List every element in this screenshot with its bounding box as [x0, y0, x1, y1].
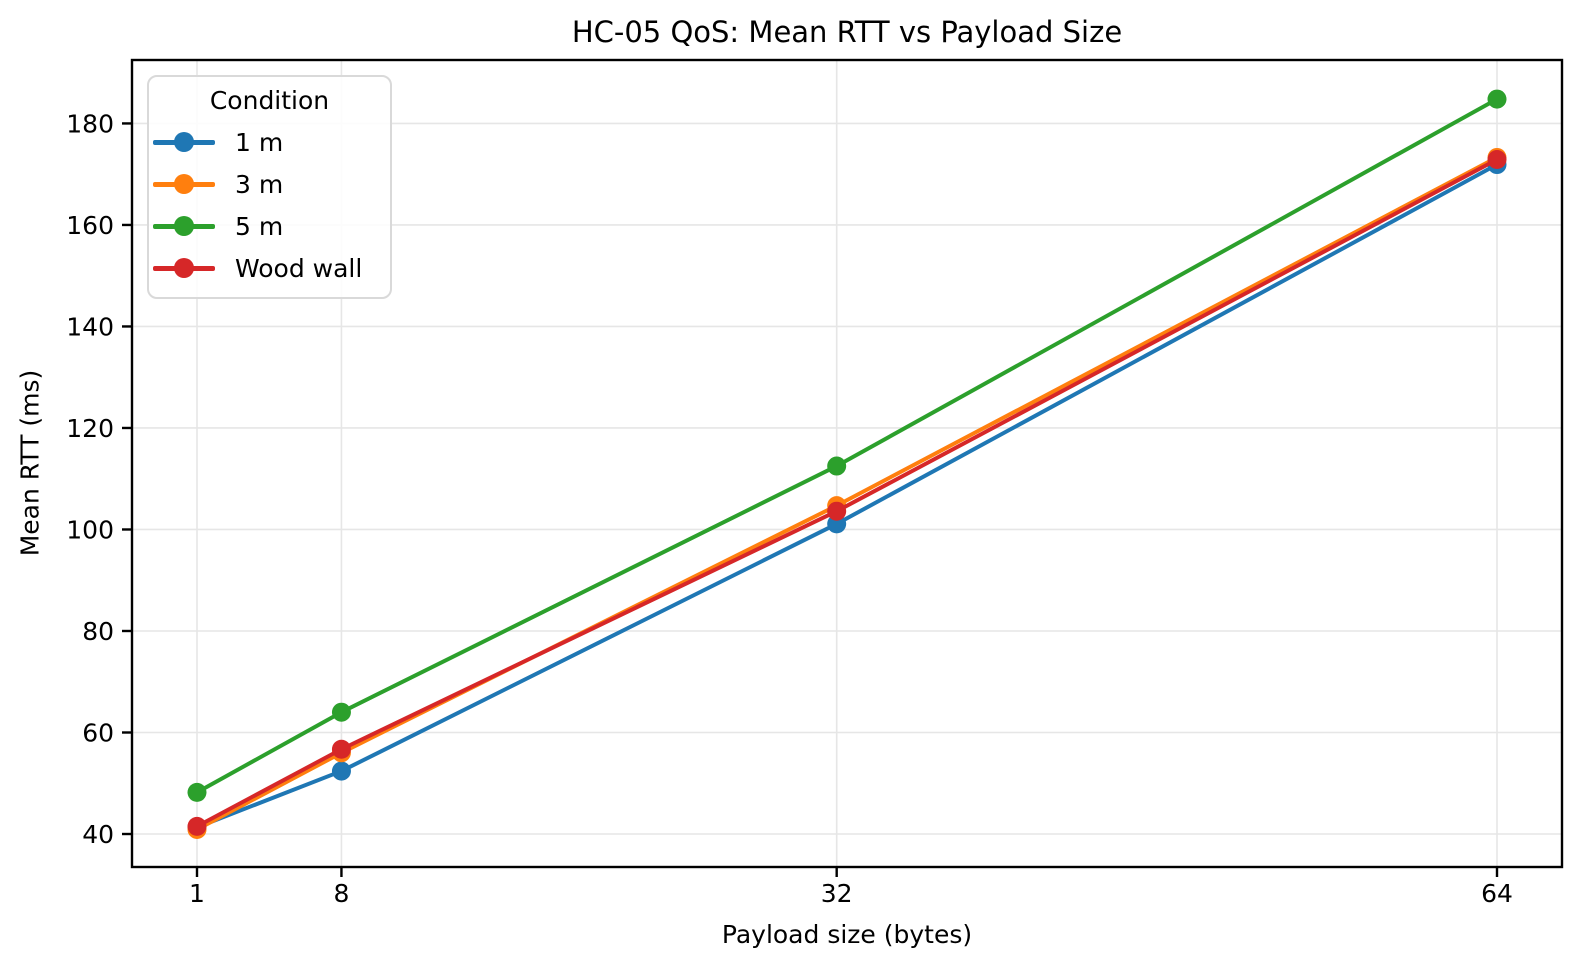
data-point-marker [187, 782, 207, 802]
y-tick-label: 180 [66, 109, 114, 138]
x-tick-label: 32 [821, 879, 853, 908]
data-point-marker [1487, 89, 1507, 109]
data-point-marker [331, 702, 351, 722]
legend-swatch [153, 174, 215, 194]
y-tick-label: 160 [66, 211, 114, 240]
legend-marker-icon [174, 258, 194, 278]
legend-entry-1-m: 1 m [149, 121, 390, 163]
legend-swatch [153, 132, 215, 152]
legend: Condition 1 m 3 m 5 m Wood wall [147, 75, 392, 299]
legend-entry-label: 3 m [235, 169, 284, 199]
x-tick-label: 64 [1481, 879, 1513, 908]
x-axis-label: Payload size (bytes) [721, 920, 973, 949]
gridlines [132, 60, 1562, 867]
legend-swatch [153, 216, 215, 236]
series-5-m [187, 89, 1507, 802]
y-tick-label: 140 [66, 312, 114, 341]
x-tick-label: 1 [189, 879, 205, 908]
axis-ticks: 1 8 32 64 40 60 80 100 120 140 160 180 [66, 109, 1513, 908]
legend-marker-icon [174, 216, 194, 236]
data-point-marker [187, 816, 207, 836]
data-point-marker [1487, 149, 1507, 169]
legend-entry-5-m: 5 m [149, 205, 390, 247]
y-tick-label: 80 [82, 617, 114, 646]
series-wood-wall [187, 149, 1507, 836]
y-tick-label: 40 [82, 820, 114, 849]
legend-entry-label: Wood wall [235, 253, 363, 283]
legend-marker-icon [174, 174, 194, 194]
data-point-marker [827, 456, 847, 476]
legend-entry-wood-wall: Wood wall [149, 247, 390, 289]
chart-title: HC-05 QoS: Mean RTT vs Payload Size [571, 15, 1123, 49]
series-line [195, 157, 1499, 829]
axes-spines [130, 58, 1564, 869]
legend-entry-label: 5 m [235, 211, 284, 241]
series-line [195, 97, 1499, 795]
y-tick-label: 60 [82, 719, 114, 748]
x-tick-label: 8 [333, 879, 349, 908]
legend-swatch [153, 258, 215, 278]
data-point-marker [331, 761, 351, 781]
data-point-marker [331, 739, 351, 759]
legend-marker-icon [174, 132, 194, 152]
legend-entry-3-m: 3 m [149, 163, 390, 205]
y-axis-label: Mean RTT (ms) [15, 369, 45, 557]
y-tick-label: 100 [66, 515, 114, 544]
y-tick-label: 120 [66, 414, 114, 443]
series-line [195, 162, 1499, 830]
legend-title: Condition [209, 86, 330, 115]
legend-entry-label: 1 m [235, 127, 284, 157]
data-point-marker [827, 501, 847, 521]
